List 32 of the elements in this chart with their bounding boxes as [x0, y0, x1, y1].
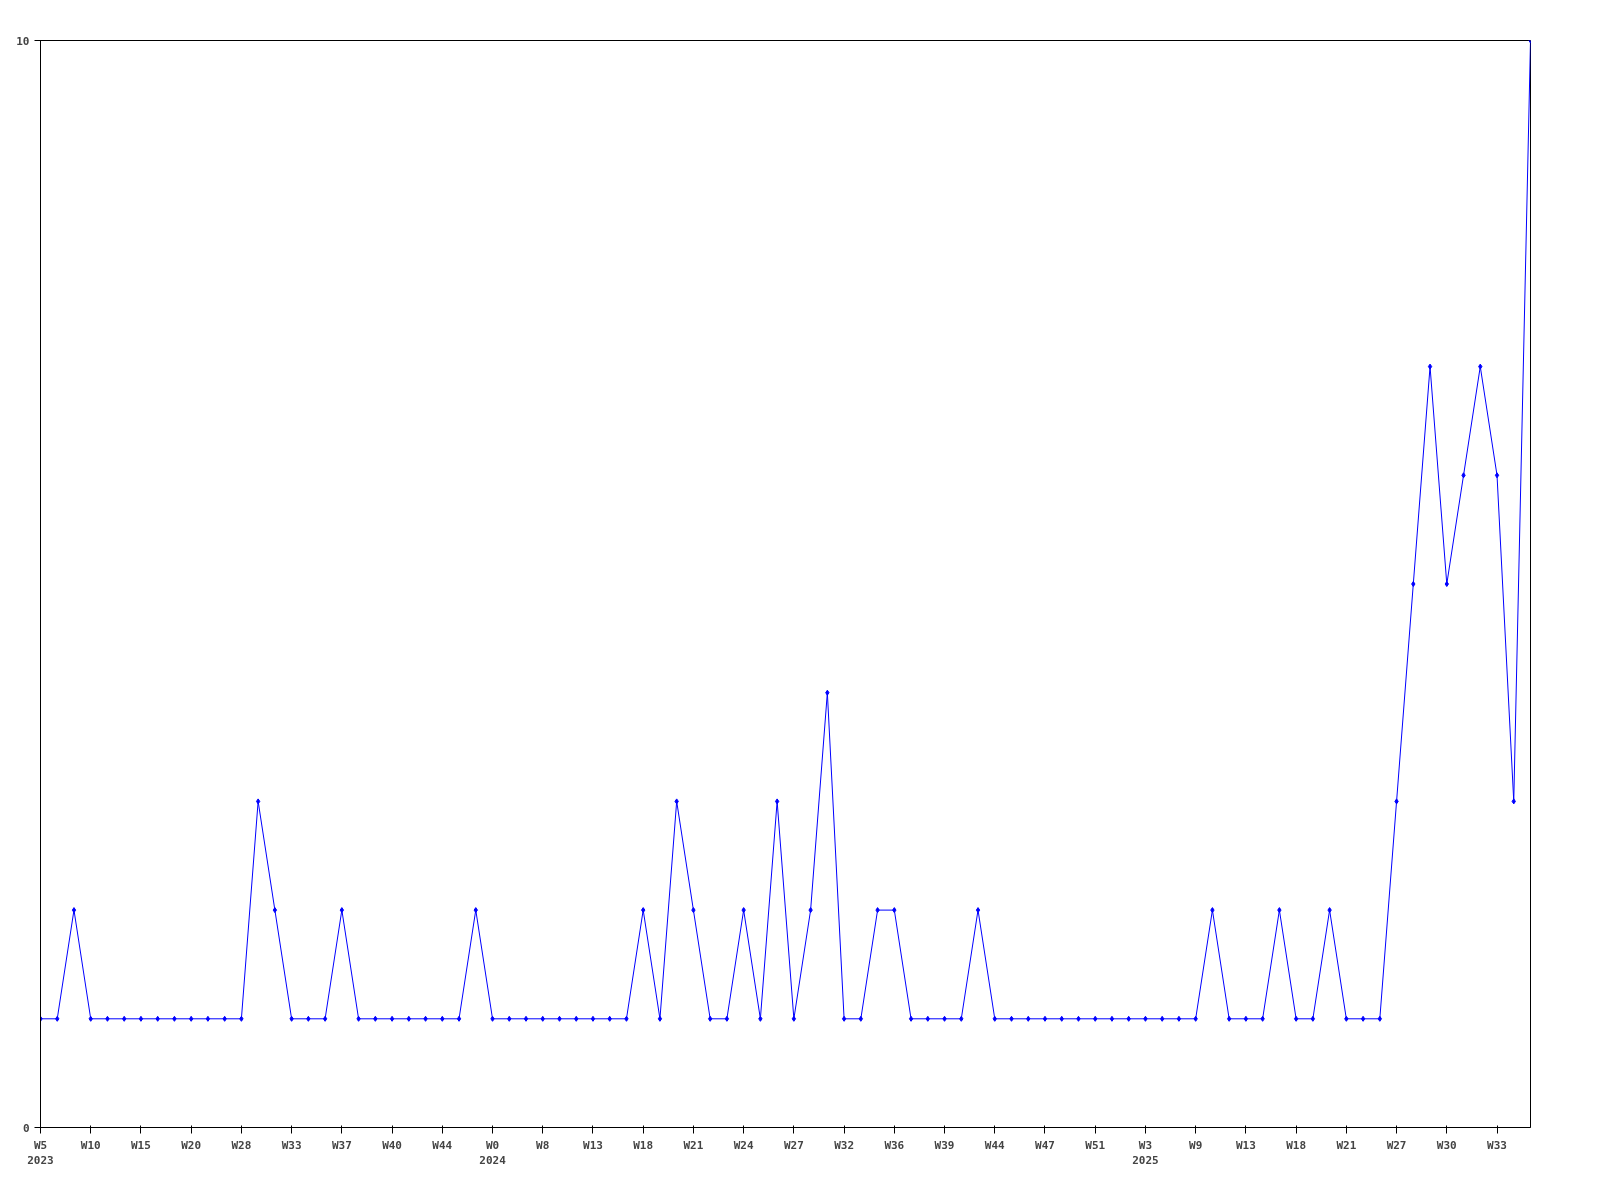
x-tick-label: W10	[80, 1138, 101, 1152]
x-tick-label: W21	[1336, 1138, 1357, 1152]
x-tick-label: W18	[1286, 1138, 1307, 1152]
x-tick-label: W9	[1189, 1138, 1203, 1152]
x-tick-label: W47	[1035, 1138, 1055, 1152]
x-tick-label: W21	[683, 1138, 704, 1152]
x-tick-label: W5 2023	[27, 1138, 54, 1168]
x-tick-label: W13	[1235, 1138, 1256, 1152]
y-tick-label: 10	[16, 34, 30, 48]
x-tick-label: W13	[583, 1138, 603, 1152]
x-tick-label: W28	[231, 1138, 252, 1152]
x-tick-label: W24	[733, 1138, 754, 1152]
x-tick-label: W18	[633, 1138, 654, 1152]
x-tick-label: W30	[1436, 1138, 1457, 1152]
x-tick-label: W15	[131, 1138, 151, 1152]
x-tick-label: W36	[884, 1138, 905, 1152]
x-tick-label: W44	[984, 1138, 1006, 1152]
x-tick-label: W37	[331, 1138, 352, 1152]
x-tick-label: W27	[783, 1138, 804, 1152]
x-tick-label: W8	[536, 1138, 550, 1152]
x-tick-label: W40	[382, 1138, 403, 1152]
x-tick-label: W3 2025	[1132, 1138, 1159, 1168]
y-tick-label: 0	[22, 1121, 30, 1135]
x-tick-label: W27	[1386, 1138, 1407, 1152]
x-tick-label: W20	[181, 1138, 202, 1152]
x-tick-label: W33	[281, 1138, 302, 1152]
x-tick-label: W33	[1487, 1138, 1507, 1152]
x-tick-label: W39	[934, 1138, 955, 1152]
x-tick-label: W32	[834, 1138, 855, 1152]
x-tick-label: W51	[1085, 1138, 1106, 1152]
x-tick-label: W0 2024	[479, 1138, 507, 1168]
x-tick-label: W44	[432, 1138, 453, 1152]
